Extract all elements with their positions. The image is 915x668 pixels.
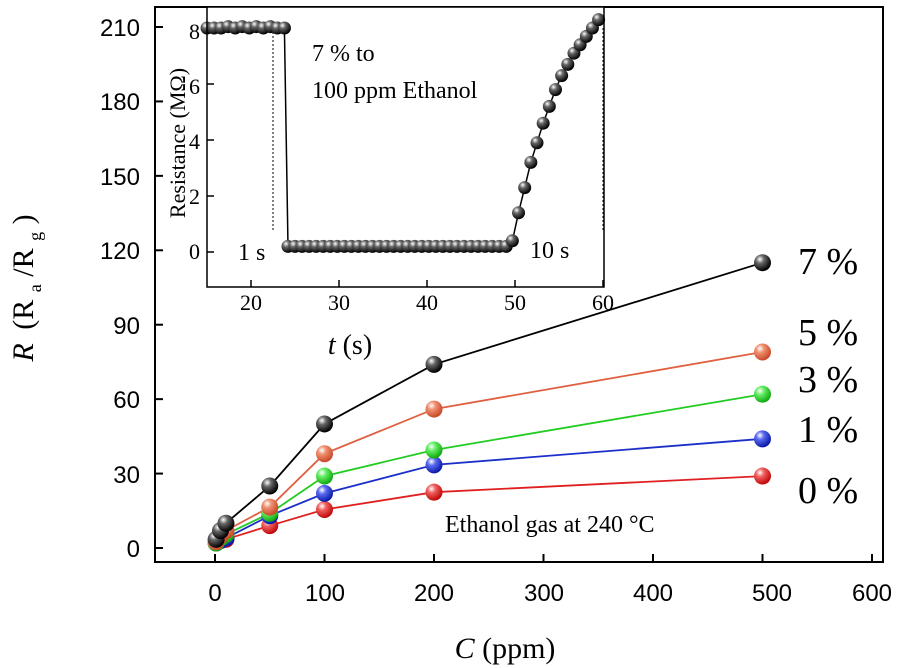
y-axis-title: R (R a /R g ) xyxy=(7,214,48,362)
data-point xyxy=(425,400,443,418)
y-axis-part: /R xyxy=(7,248,40,276)
inset-frame xyxy=(206,6,605,288)
data-point xyxy=(425,456,443,474)
x-tick-label: 400 xyxy=(633,580,673,607)
y-tick-label: 90 xyxy=(113,313,140,340)
inset-x-tick-label: 50 xyxy=(504,290,526,315)
inset-data-point xyxy=(592,13,606,27)
inset-x-tick-label: 60 xyxy=(592,290,614,315)
inset-y-tick-label: 4 xyxy=(189,129,200,154)
series-label-0: 0 % xyxy=(798,470,858,512)
x-tick-label: 200 xyxy=(414,580,454,607)
inset-x-tick-label: 40 xyxy=(416,290,438,315)
y-tick-label: 30 xyxy=(113,462,140,489)
main-series xyxy=(207,254,771,552)
inset-y-tick-labels: 0 2 4 6 8 xyxy=(189,19,200,264)
data-point xyxy=(425,355,443,373)
data-point xyxy=(316,415,333,433)
response-time-label: 1 s xyxy=(238,240,265,266)
inset-data-point xyxy=(548,83,562,97)
data-point xyxy=(316,484,333,502)
series-label-5: 5 % xyxy=(798,312,858,354)
y-tick-label: 150 xyxy=(100,164,140,191)
y-axis-sub-a: a xyxy=(25,284,45,292)
series-label-7: 7 % xyxy=(798,241,858,283)
inset-data-point xyxy=(555,69,569,83)
data-point xyxy=(754,467,771,485)
y-tick-label: 0 xyxy=(127,536,140,563)
data-point xyxy=(316,501,333,519)
x-tick-label: 600 xyxy=(852,580,892,607)
inset-title-line1: 7 % to xyxy=(312,41,375,67)
data-point xyxy=(261,498,279,516)
inset-y-tick-label: 8 xyxy=(189,19,200,44)
recovery-time-label: 10 s xyxy=(530,238,569,264)
x-tick-label: 0 xyxy=(208,580,221,607)
inset-series xyxy=(200,13,606,253)
data-point xyxy=(261,477,279,495)
annotation-conditions: Ethanol gas at 240 °C xyxy=(445,512,655,538)
inset-data-point xyxy=(277,21,291,35)
data-point xyxy=(754,430,771,448)
inset-x-tick-label: 30 xyxy=(328,290,350,315)
inset-data-point xyxy=(524,155,538,169)
main-axes xyxy=(155,26,873,562)
inset-data-point xyxy=(530,136,544,150)
x-axis-variable: C xyxy=(455,632,476,665)
y-axis-part: (R xyxy=(7,300,40,330)
data-point xyxy=(425,483,443,501)
x-tick-labels: 0 100 200 300 400 500 600 xyxy=(208,580,892,607)
inset-y-axis-title: Resistance (MΩ) xyxy=(165,68,190,218)
series-label-3: 3 % xyxy=(798,359,858,401)
series-label-1: 1 % xyxy=(798,409,858,451)
inset-data-point xyxy=(505,234,519,248)
y-tick-label: 180 xyxy=(100,89,140,116)
data-point xyxy=(217,514,235,532)
inset-x-tick-label: 20 xyxy=(240,290,262,315)
data-point xyxy=(425,441,443,459)
inset-title-line2: 100 ppm Ethanol xyxy=(312,78,478,104)
data-point xyxy=(754,343,771,361)
series-line xyxy=(215,261,763,540)
inset-x-axis-title: t (s) xyxy=(328,330,372,361)
inset-data-point xyxy=(518,181,532,195)
inset-y-tick-label: 2 xyxy=(189,184,200,209)
data-point xyxy=(754,385,771,403)
inset-data-point xyxy=(561,57,575,71)
data-point xyxy=(754,254,771,272)
x-tick-label: 500 xyxy=(752,580,792,607)
data-point xyxy=(316,467,333,485)
inset-data-point xyxy=(536,116,550,130)
y-tick-label: 60 xyxy=(113,387,140,414)
inset-x-tick-labels: 20 30 40 50 60 xyxy=(240,290,614,315)
y-axis-sub-g: g xyxy=(25,232,45,241)
x-axis-unit: (ppm) xyxy=(482,632,555,665)
y-tick-labels: 0 30 60 90 120 150 180 210 xyxy=(100,15,140,563)
inset-data-point xyxy=(512,206,526,220)
data-point xyxy=(316,445,333,463)
y-tick-label: 210 xyxy=(100,15,140,42)
x-tick-label: 300 xyxy=(524,580,564,607)
inset-y-tick-label: 0 xyxy=(189,239,200,264)
inset-x-axis-variable: t xyxy=(328,330,337,361)
x-axis-title: C (ppm) xyxy=(455,632,556,665)
y-tick-label: 120 xyxy=(100,238,140,265)
y-axis-variable: R xyxy=(7,343,40,362)
inset-data-point xyxy=(542,99,556,113)
x-tick-label: 100 xyxy=(305,580,345,607)
inset-y-tick-label: 6 xyxy=(189,74,200,99)
inset-x-axis-unit: (s) xyxy=(343,330,373,361)
y-axis-part: ) xyxy=(7,214,40,224)
